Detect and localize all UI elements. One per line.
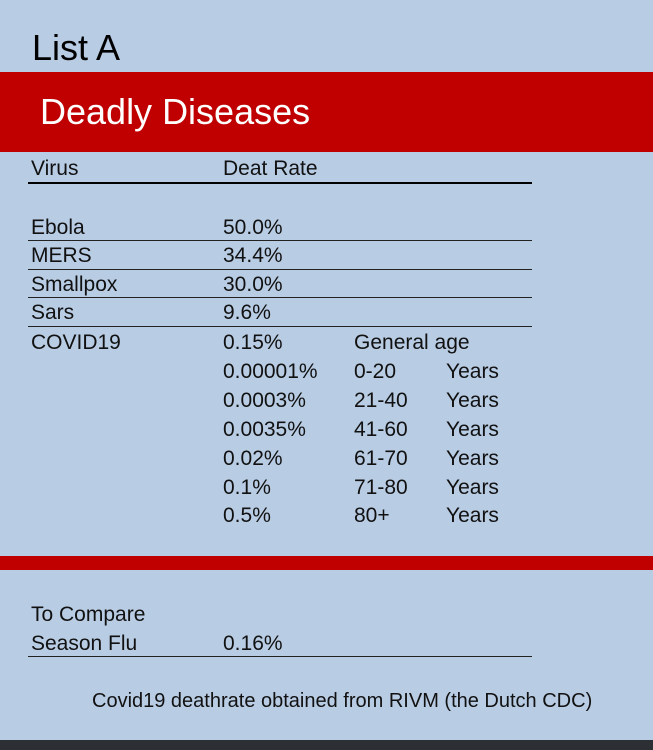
virus-name: Sars xyxy=(31,301,75,324)
age-range: 61-70 xyxy=(354,447,408,470)
bottom-bar xyxy=(0,740,653,750)
death-rate: 30.0% xyxy=(223,273,283,296)
age-rate: 0.0003% xyxy=(223,389,306,412)
compare-rule xyxy=(28,656,532,657)
death-rate: 34.4% xyxy=(223,244,283,267)
row-divider xyxy=(28,297,532,298)
header-rule xyxy=(28,182,532,184)
age-range: 71-80 xyxy=(354,476,408,499)
title-banner xyxy=(0,72,653,152)
age-unit: Years xyxy=(446,360,499,383)
row-divider xyxy=(28,269,532,270)
virus-name: Smallpox xyxy=(31,273,118,296)
virus-name: Ebola xyxy=(31,216,85,239)
death-rate: 0.15% xyxy=(223,331,283,354)
age-rate: 0.0035% xyxy=(223,418,306,441)
death-rate: 50.0% xyxy=(223,216,283,239)
virus-name: MERS xyxy=(31,244,92,267)
age-rate: 0.00001% xyxy=(223,360,318,383)
age-range: 80+ xyxy=(354,504,390,527)
death-rate: 9.6% xyxy=(223,301,271,324)
row-divider xyxy=(28,240,532,241)
compare-name: Season Flu xyxy=(31,632,138,655)
list-title: List A xyxy=(32,27,121,68)
section-divider-strip xyxy=(0,556,653,570)
header-virus: Virus xyxy=(31,157,79,180)
age-rate: 0.5% xyxy=(223,504,271,527)
virus-name: COVID19 xyxy=(31,331,121,354)
age-range: 0-20 xyxy=(354,360,397,383)
source-note: Covid19 deathrate obtained from RIVM (th… xyxy=(92,690,593,712)
age-rate: 0.02% xyxy=(223,447,283,470)
age-rate: 0.1% xyxy=(223,476,271,499)
row-divider xyxy=(28,326,532,327)
header-death-rate: Deat Rate xyxy=(223,157,318,180)
compare-label: To Compare xyxy=(31,603,146,626)
age-range: 41-60 xyxy=(354,418,408,441)
age-unit: Years xyxy=(446,447,499,470)
age-unit: Years xyxy=(446,418,499,441)
banner-title: Deadly Diseases xyxy=(40,91,311,132)
age-unit: Years xyxy=(446,389,499,412)
compare-rate: 0.16% xyxy=(223,632,283,655)
age-unit: Years xyxy=(446,504,499,527)
age-unit: Years xyxy=(446,476,499,499)
age-range: 21-40 xyxy=(354,389,408,412)
age-group-header: General age xyxy=(354,331,470,354)
